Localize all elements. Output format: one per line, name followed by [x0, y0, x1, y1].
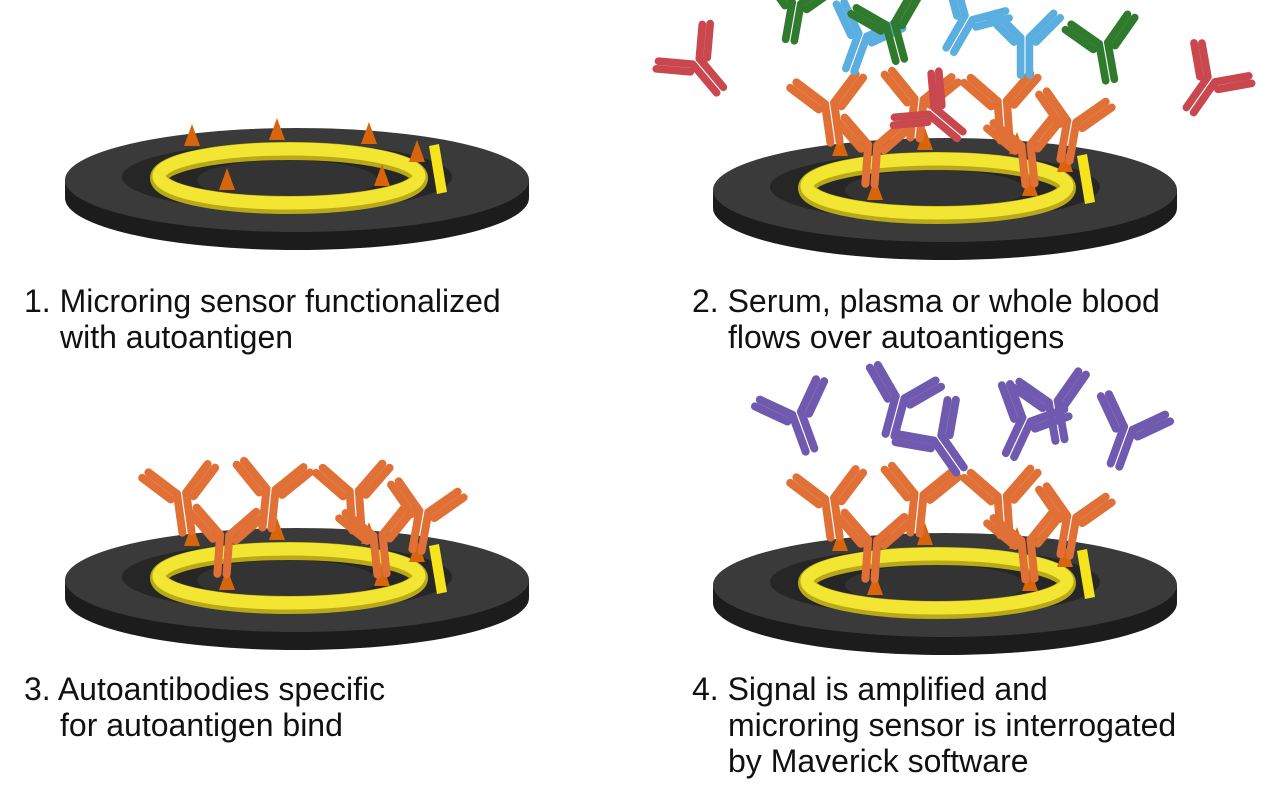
step-1-illustration — [65, 118, 529, 250]
step-3-illustration — [65, 456, 529, 650]
antigen-marker — [409, 540, 425, 562]
secondary-antibody — [865, 361, 946, 441]
autoantibody — [786, 70, 868, 147]
disk-center — [845, 565, 1025, 605]
microring-sensor — [65, 528, 529, 650]
autoantibody — [833, 113, 915, 189]
waveguide — [429, 544, 447, 594]
autoantibody — [880, 461, 962, 538]
antigen-group — [184, 118, 425, 190]
caption-line: flows over autoantigens — [728, 319, 1065, 355]
waveguide — [429, 144, 447, 194]
autoantibody — [138, 460, 220, 537]
caption-line: 3. Autoantibodies specific — [24, 671, 386, 707]
secondary-antibody — [750, 375, 829, 456]
antigen-marker — [1022, 569, 1038, 591]
secondary-antibody — [891, 395, 968, 477]
antigen-marker — [867, 178, 883, 200]
autoantibody — [833, 508, 915, 584]
free-antibody — [761, 0, 839, 45]
step-4-panel: 4. Signal is amplified and microring sen… — [640, 361, 1280, 795]
step-2-panel: 2. Serum, plasma or whole blood flows ov… — [640, 0, 1280, 390]
autoantibody — [387, 477, 468, 555]
antigen-marker — [269, 118, 285, 140]
free-antibody — [985, 9, 1065, 79]
microring — [152, 542, 426, 610]
secondary-antibody-group — [750, 361, 1175, 477]
step-2-illustration — [652, 0, 1256, 260]
waveguide — [1077, 549, 1095, 599]
free-antibody — [652, 19, 728, 97]
step-4-caption: 4. Signal is amplified and microring sen… — [692, 671, 1176, 779]
step-3-panel: 3. Autoantibodies specific for autoantig… — [0, 395, 640, 795]
antigen-marker — [917, 128, 933, 150]
microring-sensor — [713, 533, 1177, 655]
autoantibody — [786, 465, 868, 542]
antigen-marker — [867, 573, 883, 595]
caption-line: 2. Serum, plasma or whole blood — [692, 283, 1160, 319]
step-2-caption: 2. Serum, plasma or whole blood flows ov… — [692, 283, 1160, 355]
microring — [800, 152, 1074, 220]
autoantibody — [983, 112, 1065, 189]
antigen-marker — [219, 568, 235, 590]
antigen-marker — [269, 518, 285, 540]
bound-autoantibody-group — [138, 456, 468, 579]
autoantibody — [983, 507, 1065, 584]
caption-line: microring sensor is interrogated — [728, 707, 1177, 743]
antigen-marker — [374, 164, 390, 186]
antigen-marker — [219, 168, 235, 190]
microring-sensor — [713, 138, 1177, 260]
autoantibody — [312, 459, 394, 535]
disk-center — [197, 560, 377, 600]
secondary-antibody — [1009, 367, 1090, 445]
autoantibody — [335, 502, 417, 579]
antigen-marker — [1057, 545, 1073, 567]
step-1-caption: 1. Microring sensor functionalized with … — [24, 283, 501, 355]
caption-line: 1. Microring sensor functionalized — [24, 283, 501, 319]
free-antibody — [889, 67, 967, 143]
free-antibody — [847, 0, 924, 65]
autoantibody — [185, 503, 267, 579]
microring-sensor — [65, 128, 529, 250]
caption-line: for autoantigen bind — [60, 707, 343, 743]
antigen-marker — [409, 140, 425, 162]
disk-center — [845, 170, 1025, 210]
antigen-marker — [1057, 150, 1073, 172]
caption-line: by Maverick software — [728, 743, 1029, 779]
secondary-antibody — [1096, 390, 1175, 471]
free-antibody — [1061, 10, 1139, 85]
microring — [800, 547, 1074, 615]
caption-line: 4. Signal is amplified and — [692, 671, 1048, 707]
waveguide — [1077, 154, 1095, 204]
antigen-marker — [184, 124, 200, 146]
step-4-illustration — [713, 361, 1177, 655]
caption-line: with autoantigen — [60, 319, 294, 355]
autoantibody — [1035, 482, 1116, 560]
free-antibody — [1182, 39, 1256, 117]
step-1-panel: 1. Microring sensor functionalized with … — [0, 0, 640, 390]
antigen-marker — [374, 564, 390, 586]
bound-autoantibody-group — [786, 461, 1116, 584]
antigen-marker — [917, 523, 933, 545]
free-antibody-group — [652, 0, 1256, 143]
disk-center — [197, 160, 377, 200]
antigen-marker — [361, 122, 377, 144]
bound-autoantibody-group — [786, 66, 1116, 189]
antigen-marker — [1022, 174, 1038, 196]
step-3-caption: 3. Autoantibodies specific for autoantig… — [24, 671, 385, 743]
microring — [152, 142, 426, 210]
